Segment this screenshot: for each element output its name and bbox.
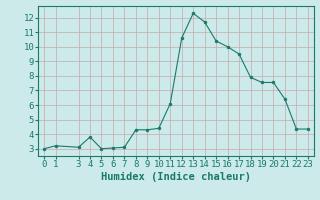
X-axis label: Humidex (Indice chaleur): Humidex (Indice chaleur) xyxy=(101,172,251,182)
